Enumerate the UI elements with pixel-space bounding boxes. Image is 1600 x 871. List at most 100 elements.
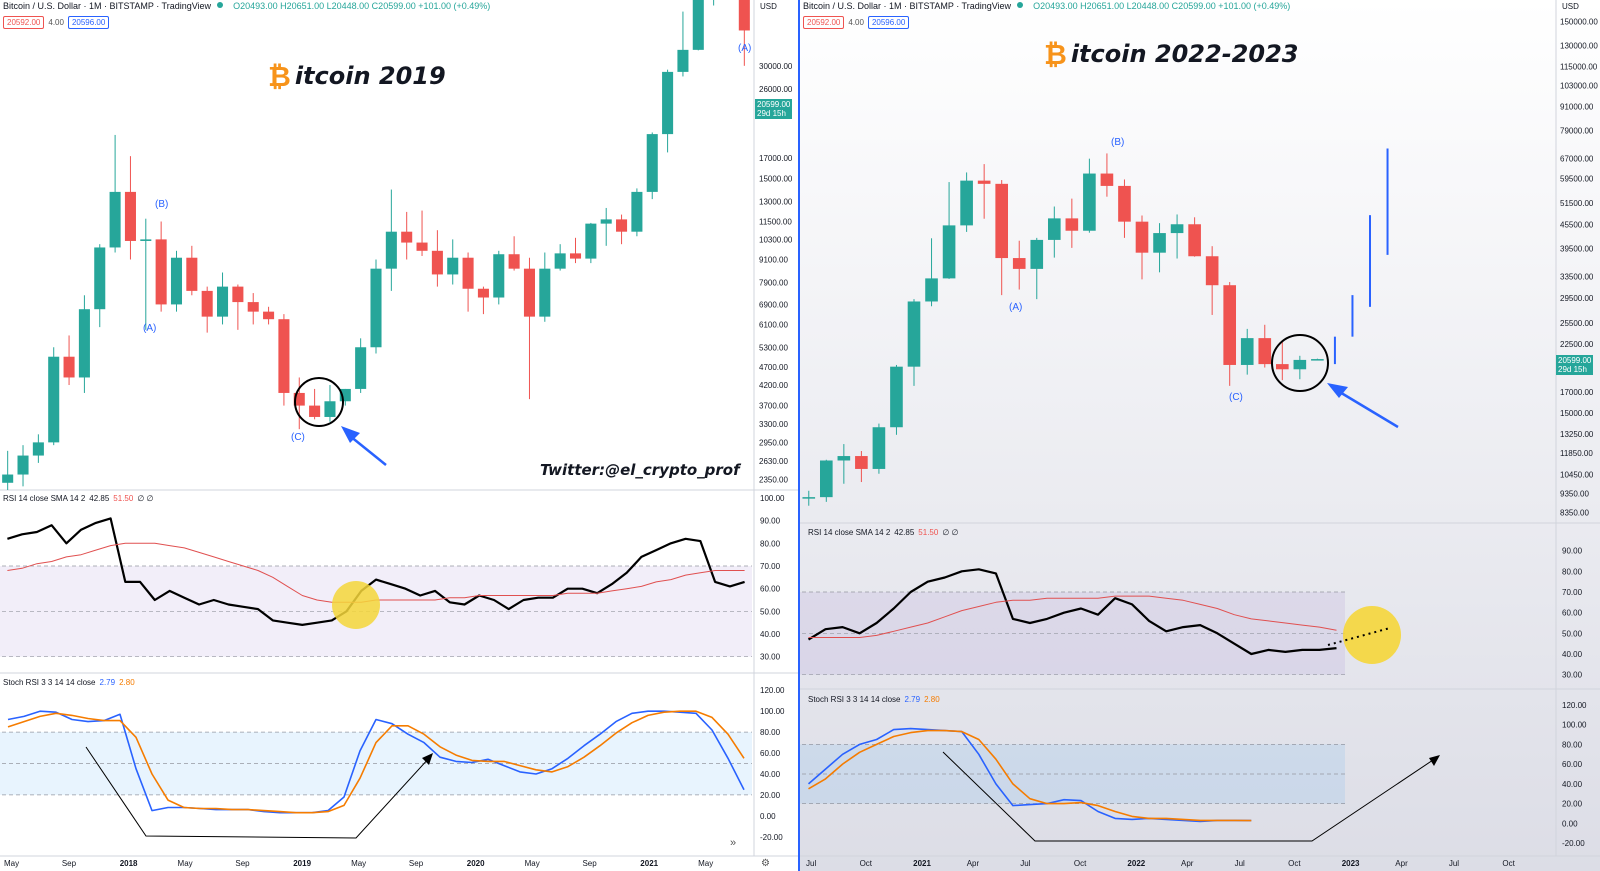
bitcoin-logo-icon: ₿ — [1044, 38, 1067, 71]
candle-body — [539, 268, 551, 317]
spread: 4.00 — [48, 18, 64, 27]
stoch-trend-lines — [942, 751, 1437, 842]
left-chart-panel[interactable]: 30000.0026000.0023000.0017000.0015000.00… — [0, 0, 798, 871]
candle-body — [631, 191, 643, 232]
elliott-wave-label: (A) — [1009, 302, 1022, 313]
time-axis-tick: Jul — [806, 859, 816, 868]
candle-body — [837, 456, 851, 461]
stoch-title: Stoch RSI 3 3 14 14 close — [3, 678, 96, 687]
candle-body — [1153, 233, 1166, 253]
price-axis-tick: 15000.00 — [1560, 409, 1594, 418]
candle-body — [1205, 256, 1219, 286]
time-axis-tick: 2022 — [1127, 859, 1145, 868]
time-axis-tick: Jul — [1020, 859, 1030, 868]
rsi-value: 42.85 — [89, 494, 110, 503]
indicator-band — [800, 592, 1345, 675]
indicator-axis-tick: 100.00 — [760, 707, 785, 716]
price-axis-tick: 59500.00 — [1560, 175, 1594, 184]
indicator-axis-tick: 60.00 — [1562, 609, 1583, 618]
price-axis-tick: 13000.00 — [759, 198, 793, 207]
stoch-k-value: 2.79 — [904, 695, 921, 704]
series-line-d — [7, 710, 745, 814]
candle-body — [1258, 338, 1272, 365]
price-axis-tick: 15000.00 — [759, 174, 793, 183]
candle-body — [17, 455, 29, 475]
candle-body — [942, 225, 956, 279]
price-axis-tick: 9100.00 — [759, 255, 788, 264]
indicator-axis-tick: 60.00 — [1562, 760, 1583, 769]
price-axis-tick: 11850.00 — [1560, 449, 1593, 458]
candle-body — [925, 278, 938, 302]
price-axis-tick: 4700.00 — [759, 363, 788, 372]
price-axis-tick: 17000.00 — [759, 154, 793, 163]
symbol-label: Bitcoin / U.S. Dollar · 1M · BITSTAMP · … — [3, 1, 212, 11]
right-chart-panel[interactable]: 150000.00 130000.00 115000.00 103000.00 9100… — [798, 0, 1600, 871]
currency-selector[interactable]: USD — [760, 2, 777, 11]
right-background — [800, 0, 1600, 871]
last-price-badge: 20599.00 29d 15h — [755, 99, 793, 119]
candle-body — [385, 231, 397, 269]
time-axis-tick: May — [525, 859, 540, 868]
indicator-axis-tick: 90.00 — [760, 517, 781, 526]
left-header: Bitcoin / U.S. Dollar · 1M · BITSTAMP · … — [3, 1, 490, 11]
time-axis-tick: Oct — [1074, 859, 1087, 868]
currency-selector[interactable]: USD — [1562, 2, 1579, 11]
price-axis-tick: 45500.00 — [1560, 220, 1594, 229]
time-axis-tick: Sep — [409, 859, 424, 868]
time-axis-tick: May — [178, 859, 193, 868]
price-axis-tick: 67000.00 — [1560, 154, 1594, 163]
price-axis-tick: 22500.00 — [1560, 340, 1594, 349]
left-chart-title: ₿ itcoin 2019 — [268, 60, 446, 93]
last-price: 20599.00 — [757, 100, 791, 109]
right-chart-title: ₿ itcoin 2022-2023 — [1044, 38, 1298, 71]
candle-body — [977, 180, 991, 184]
candle-body — [355, 347, 367, 389]
price-axis-tick: 4200.00 — [759, 381, 788, 390]
series-line-sma — [808, 595, 1337, 638]
candle-body — [1311, 359, 1324, 361]
candle-body — [585, 223, 597, 259]
right-chart-svg[interactable]: 150000.00 130000.00 115000.00 103000.00 9100… — [800, 0, 1600, 871]
indicator-axis-tick: 40.00 — [760, 770, 781, 779]
candle-body — [1100, 173, 1114, 186]
indicator-axis-tick: 30.00 — [1562, 671, 1583, 680]
market-status-dot — [217, 2, 224, 8]
candle-body — [1083, 173, 1096, 231]
candle-body — [140, 239, 152, 241]
time-axis-tick: Oct — [860, 859, 873, 868]
price-axis-tick: 33500.00 — [1560, 272, 1594, 281]
rsi-highlight-dot — [1343, 606, 1401, 664]
right-rsi-label: RSI 14 close SMA 14 2 42.85 51.50 ∅ ∅ — [808, 528, 959, 537]
price-axis-tick: 2350.00 — [759, 475, 788, 484]
highlight-circle — [294, 377, 344, 427]
price-axis-tick: 13250.00 — [1560, 430, 1594, 439]
price-axis-tick: 10450.00 — [1560, 471, 1594, 480]
candle-body — [995, 183, 1009, 259]
bid-price[interactable]: 20592.00 — [803, 16, 845, 29]
candle-body — [32, 442, 44, 456]
time-axis-tick: 2020 — [467, 859, 485, 868]
last-price: 20599.00 — [1558, 356, 1592, 365]
time-axis-tick: May — [698, 859, 713, 868]
indicator-axis-tick: 70.00 — [760, 562, 781, 571]
bid-price[interactable]: 20592.00 — [3, 16, 45, 29]
elliott-wave-label: (A) — [738, 43, 751, 54]
left-chart-svg[interactable]: 30000.0026000.0023000.0017000.0015000.00… — [0, 0, 798, 871]
elliott-wave-label: (C) — [291, 432, 305, 443]
right-bid-ask: 20592.00 4.00 20596.00 — [803, 16, 913, 29]
candle-body — [309, 405, 321, 417]
candle-body — [1135, 221, 1149, 253]
ask-price[interactable]: 20596.00 — [867, 16, 910, 29]
candle-body — [78, 309, 90, 378]
price-axis-tick: 150000.00 — [1560, 17, 1598, 26]
candle-body — [263, 311, 275, 320]
candle-body — [1223, 285, 1237, 365]
elliott-wave-label: (A) — [143, 323, 156, 334]
bitcoin-logo-icon: ₿ — [268, 60, 291, 93]
ask-price[interactable]: 20596.00 — [67, 16, 110, 29]
price-axis-tick: 51500.00 — [1560, 199, 1594, 208]
candle-body — [447, 257, 459, 275]
price-axis-tick: 10300.00 — [759, 235, 793, 244]
indicator-band — [800, 744, 1345, 804]
candle-body — [855, 456, 868, 469]
